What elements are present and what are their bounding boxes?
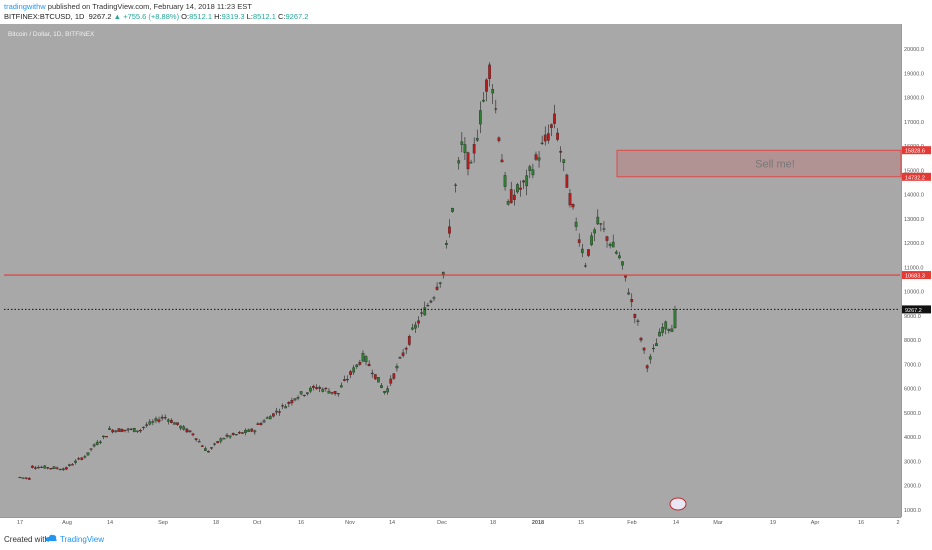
low-value: 8512.1 <box>252 12 276 21</box>
price-change: +755.6 (+8.88%) <box>123 12 180 21</box>
footer: Created with TradingView <box>0 528 932 550</box>
author-link[interactable]: tradingwithw <box>4 2 46 11</box>
close-value: 9267.2 <box>285 12 309 21</box>
created-with-text: Created with <box>4 535 49 544</box>
open-value: 8512.1 <box>189 12 213 21</box>
change-arrow: ▲ <box>113 12 122 21</box>
published-text: published on TradingView.com, February 1… <box>45 2 252 11</box>
publish-info: tradingwithw published on TradingView.co… <box>4 2 252 11</box>
price-axis[interactable] <box>901 24 932 517</box>
high-label: H: <box>214 12 222 21</box>
low-label: L: <box>246 12 253 21</box>
symbol-name: BITFINEX:BTCUSD, 1D <box>4 12 85 21</box>
tradingview-logo-icon <box>45 534 57 541</box>
tradingview-brand-link[interactable]: TradingView <box>60 535 105 544</box>
last-price: 9267.2 <box>88 12 112 21</box>
symbol-info: BITFINEX:BTCUSD, 1D 9267.2 ▲ +755.6 (+8.… <box>4 12 308 21</box>
chart-title: Bitcoin / Dollar, 1D, BITFINEX <box>8 31 95 38</box>
high-value: 9319.3 <box>221 12 245 21</box>
chart-plot-area[interactable]: Bitcoin / Dollar, 1D, BITFINEX <box>0 24 901 517</box>
close-label: C: <box>277 12 286 21</box>
open-label: O: <box>181 12 190 21</box>
time-axis[interactable] <box>0 517 901 527</box>
chart-header: tradingwithw published on TradingView.co… <box>0 0 932 24</box>
